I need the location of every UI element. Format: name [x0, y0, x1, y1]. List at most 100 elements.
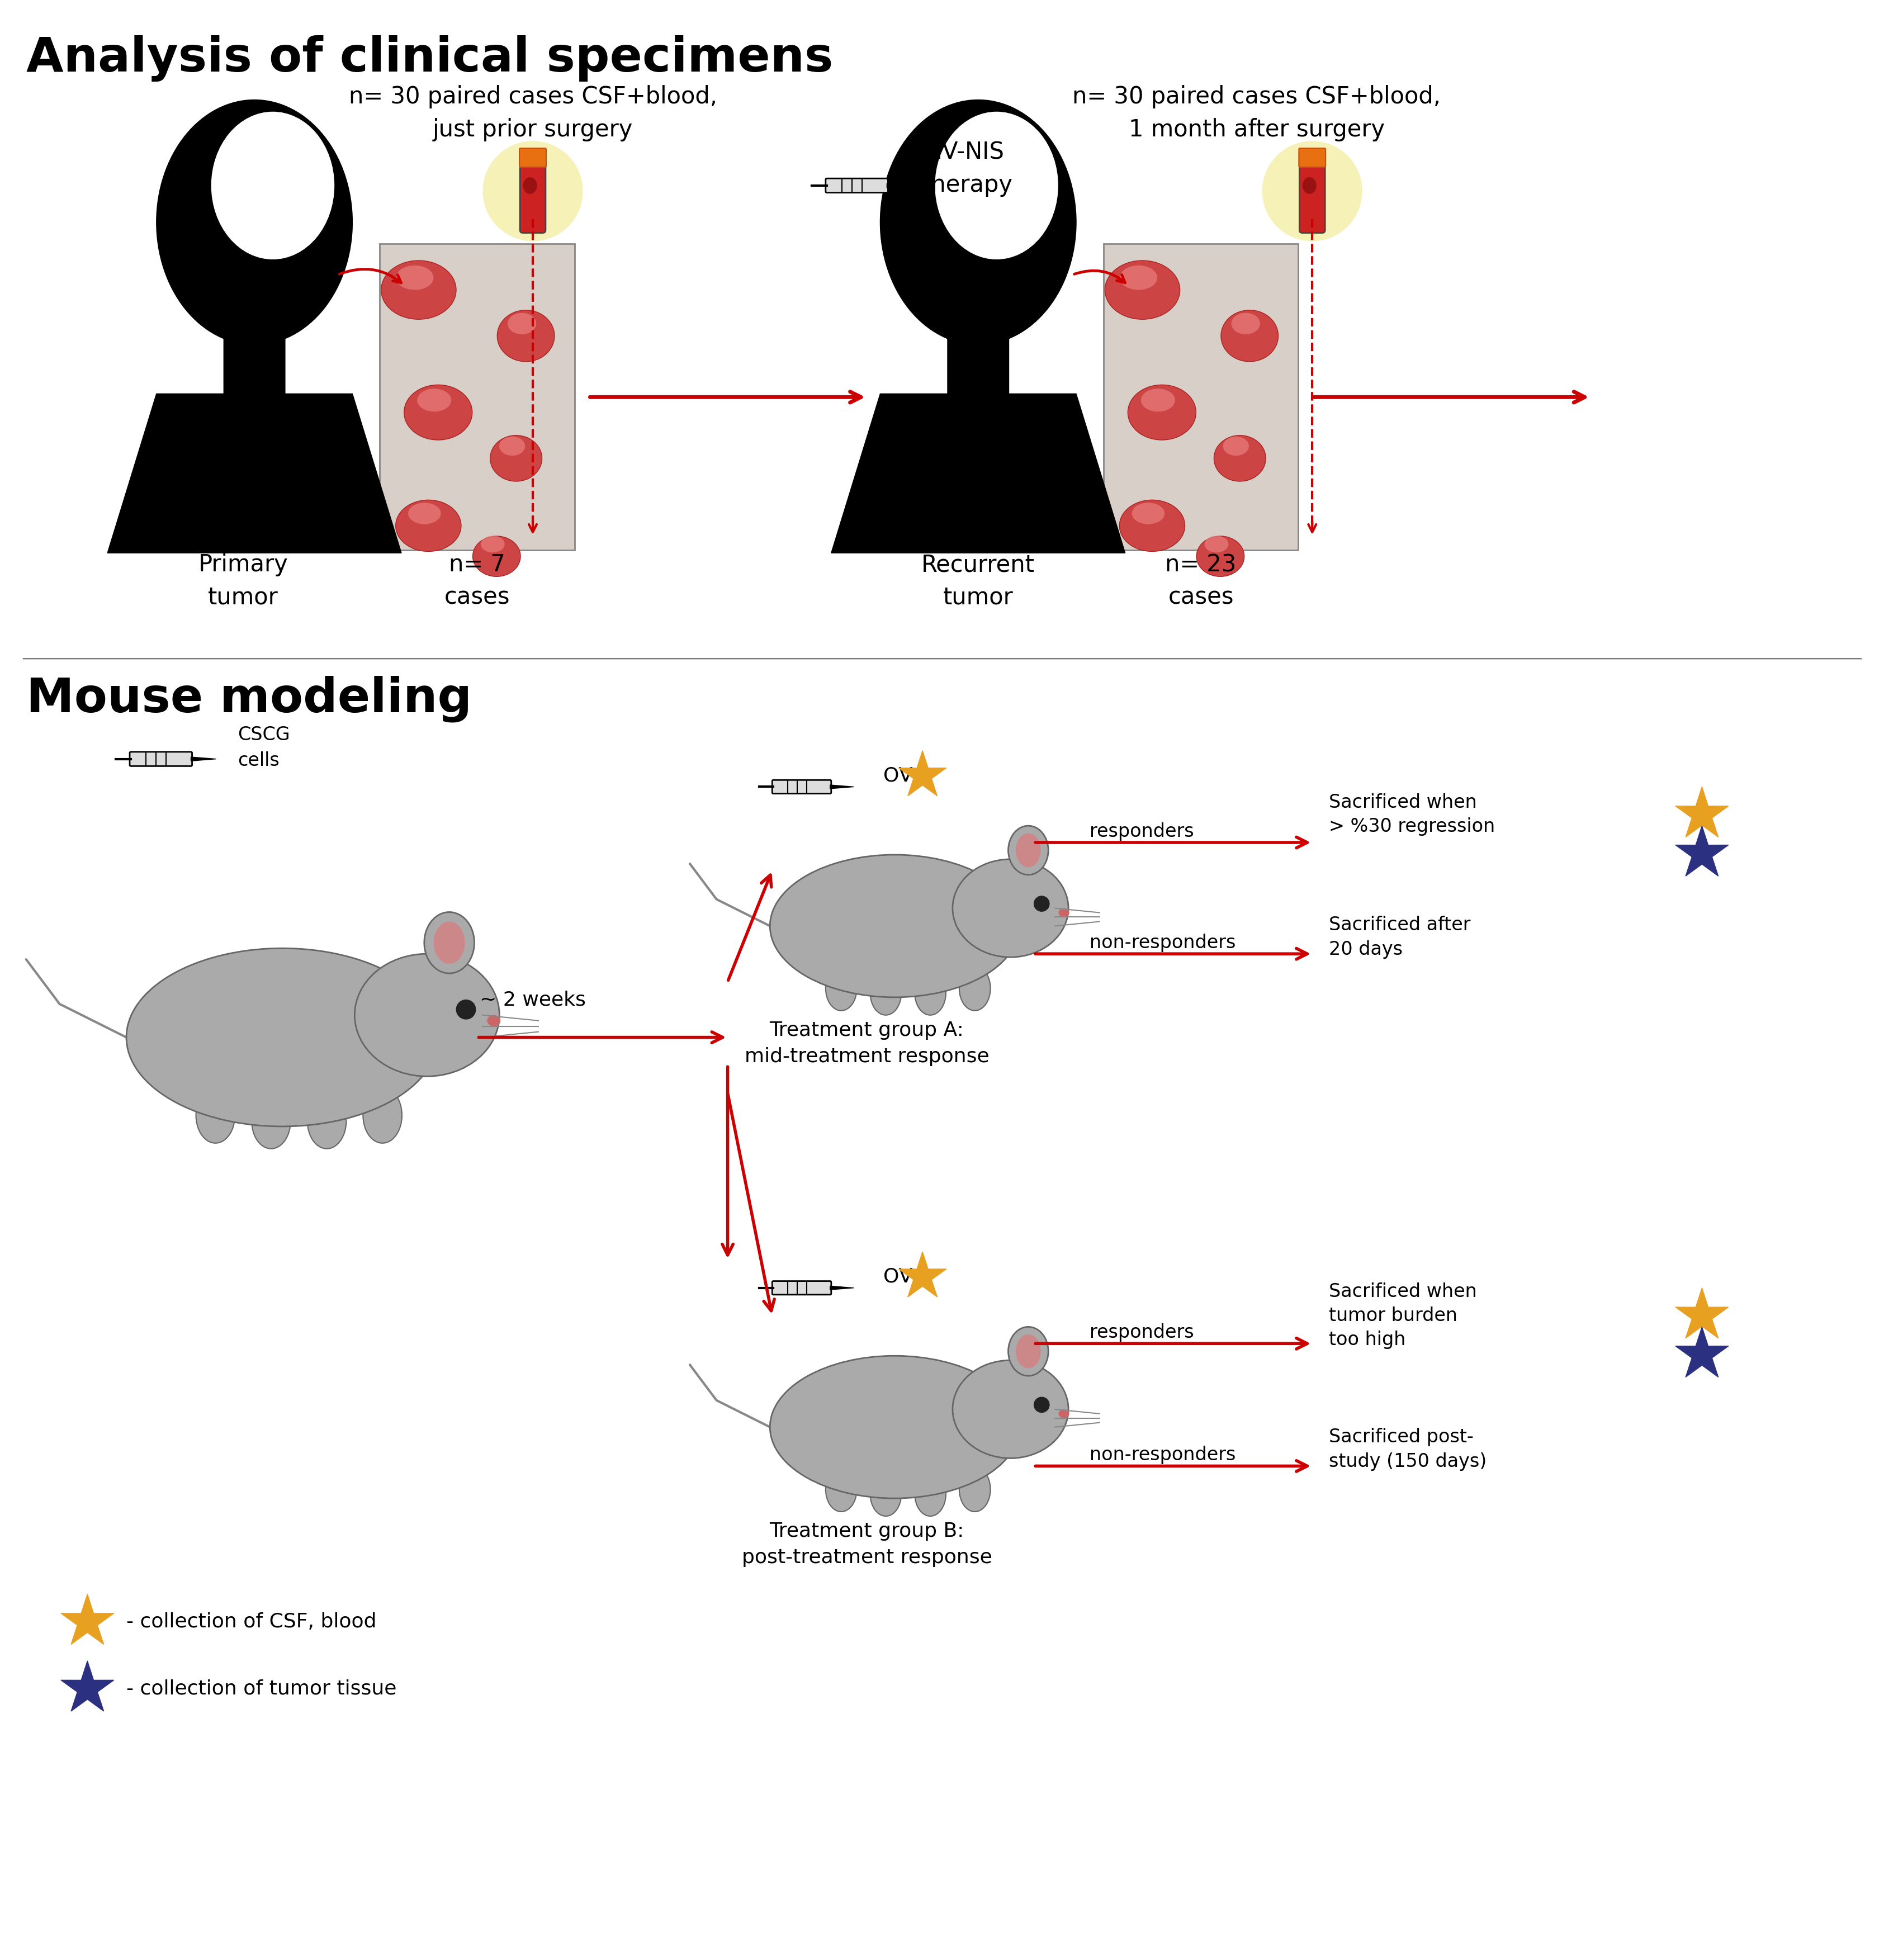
Text: - collection of tumor tissue: - collection of tumor tissue — [126, 1680, 398, 1697]
Ellipse shape — [825, 1468, 857, 1511]
Text: MV-NIS
therapy: MV-NIS therapy — [923, 141, 1014, 196]
Text: Analysis of clinical specimens: Analysis of clinical specimens — [26, 35, 833, 82]
FancyBboxPatch shape — [130, 753, 192, 766]
Ellipse shape — [1262, 141, 1362, 241]
Ellipse shape — [403, 384, 473, 439]
Ellipse shape — [1119, 265, 1157, 290]
Ellipse shape — [1059, 907, 1070, 917]
Text: Sacrificed when
> %30 regression: Sacrificed when > %30 regression — [1328, 794, 1496, 837]
Ellipse shape — [959, 966, 991, 1011]
Ellipse shape — [1196, 537, 1243, 576]
Ellipse shape — [1034, 896, 1049, 911]
Ellipse shape — [1015, 1335, 1040, 1368]
Polygon shape — [1675, 1288, 1728, 1339]
Text: Recurrent
tumor: Recurrent tumor — [921, 553, 1034, 610]
Ellipse shape — [497, 310, 554, 361]
Text: Treatment group B:
post-treatment response: Treatment group B: post-treatment respon… — [742, 1521, 993, 1568]
Text: Sacrificed post-
study (150 days): Sacrificed post- study (150 days) — [1328, 1429, 1486, 1470]
Ellipse shape — [416, 388, 452, 412]
Ellipse shape — [1132, 502, 1164, 523]
Ellipse shape — [1104, 261, 1179, 319]
Polygon shape — [60, 1660, 113, 1711]
Text: non-responders: non-responders — [1089, 933, 1236, 953]
FancyBboxPatch shape — [825, 178, 887, 192]
Ellipse shape — [771, 1356, 1019, 1497]
Ellipse shape — [1008, 825, 1048, 874]
Text: n= 7
cases: n= 7 cases — [445, 553, 511, 610]
Ellipse shape — [771, 855, 1019, 998]
Ellipse shape — [456, 1000, 477, 1019]
Ellipse shape — [959, 1468, 991, 1511]
FancyBboxPatch shape — [520, 161, 546, 233]
Ellipse shape — [482, 141, 582, 241]
Polygon shape — [1675, 825, 1728, 876]
Ellipse shape — [1221, 310, 1277, 361]
Polygon shape — [887, 184, 912, 188]
Polygon shape — [831, 1286, 853, 1290]
Ellipse shape — [880, 100, 1076, 345]
Ellipse shape — [156, 100, 352, 345]
Ellipse shape — [433, 921, 465, 964]
Ellipse shape — [354, 955, 499, 1076]
FancyBboxPatch shape — [772, 780, 831, 794]
Ellipse shape — [1213, 435, 1266, 482]
Ellipse shape — [211, 112, 333, 259]
FancyBboxPatch shape — [224, 319, 284, 394]
Polygon shape — [190, 757, 217, 760]
Polygon shape — [107, 394, 401, 553]
Ellipse shape — [381, 261, 456, 319]
Polygon shape — [60, 1593, 113, 1644]
Polygon shape — [831, 784, 853, 788]
Text: non-responders: non-responders — [1089, 1446, 1236, 1464]
Polygon shape — [899, 751, 946, 796]
Text: responders: responders — [1089, 1323, 1194, 1343]
Text: Treatment group A:
mid-treatment response: Treatment group A: mid-treatment respons… — [744, 1021, 989, 1066]
Ellipse shape — [1223, 437, 1249, 455]
Ellipse shape — [364, 1088, 401, 1143]
Text: n= 23
cases: n= 23 cases — [1166, 553, 1236, 610]
Ellipse shape — [825, 966, 857, 1011]
Text: Mouse modeling: Mouse modeling — [26, 676, 471, 721]
Ellipse shape — [480, 535, 505, 553]
Ellipse shape — [424, 911, 475, 974]
Ellipse shape — [488, 1015, 501, 1027]
Text: Sacrificed when
tumor burden
too high: Sacrificed when tumor burden too high — [1328, 1282, 1477, 1348]
Ellipse shape — [524, 176, 537, 194]
FancyBboxPatch shape — [948, 319, 1008, 394]
Polygon shape — [899, 1252, 946, 1298]
Ellipse shape — [396, 265, 433, 290]
Text: n= 30 paired cases CSF+blood,
just prior surgery: n= 30 paired cases CSF+blood, just prior… — [349, 84, 718, 141]
Ellipse shape — [126, 949, 439, 1127]
Ellipse shape — [1204, 535, 1228, 553]
Ellipse shape — [1015, 833, 1040, 866]
Ellipse shape — [396, 500, 462, 551]
Ellipse shape — [870, 1472, 901, 1517]
Ellipse shape — [1119, 500, 1185, 551]
Ellipse shape — [1008, 1327, 1048, 1376]
Ellipse shape — [1034, 1397, 1049, 1413]
Text: ~ 2 weeks: ~ 2 weeks — [480, 990, 586, 1009]
Ellipse shape — [1129, 384, 1196, 439]
Ellipse shape — [252, 1094, 290, 1149]
FancyBboxPatch shape — [1298, 149, 1326, 167]
Ellipse shape — [1142, 388, 1176, 412]
Ellipse shape — [507, 314, 537, 335]
Text: Sacrificed after
20 days: Sacrificed after 20 days — [1328, 915, 1471, 958]
Ellipse shape — [499, 437, 526, 455]
Text: CSCG
cells: CSCG cells — [237, 725, 290, 770]
Ellipse shape — [1059, 1409, 1070, 1419]
Text: OV: OV — [884, 1268, 914, 1286]
Polygon shape — [831, 394, 1125, 553]
Text: - collection of CSF, blood: - collection of CSF, blood — [126, 1613, 377, 1631]
Text: Primary
tumor: Primary tumor — [198, 553, 288, 610]
Ellipse shape — [953, 1360, 1068, 1458]
Text: responders: responders — [1089, 821, 1194, 841]
FancyBboxPatch shape — [1104, 243, 1298, 551]
Ellipse shape — [307, 1094, 347, 1149]
Ellipse shape — [1232, 314, 1260, 335]
Ellipse shape — [1302, 176, 1317, 194]
Ellipse shape — [490, 435, 543, 482]
Ellipse shape — [916, 1472, 946, 1517]
Text: OV: OV — [884, 766, 914, 786]
Text: n= 30 paired cases CSF+blood,
1 month after surgery: n= 30 paired cases CSF+blood, 1 month af… — [1072, 84, 1441, 141]
